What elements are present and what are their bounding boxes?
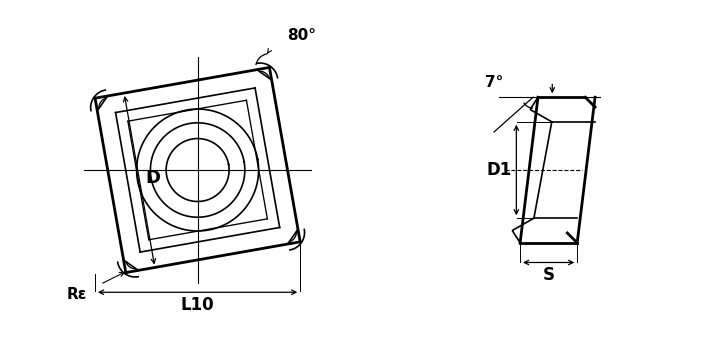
Text: L10: L10 [181,296,214,314]
Text: 7°: 7° [485,75,503,90]
Text: 80°: 80° [287,28,316,43]
Text: Rε: Rε [66,287,86,302]
Text: D: D [145,169,160,187]
Text: D1: D1 [486,161,511,179]
Text: S: S [543,266,555,284]
